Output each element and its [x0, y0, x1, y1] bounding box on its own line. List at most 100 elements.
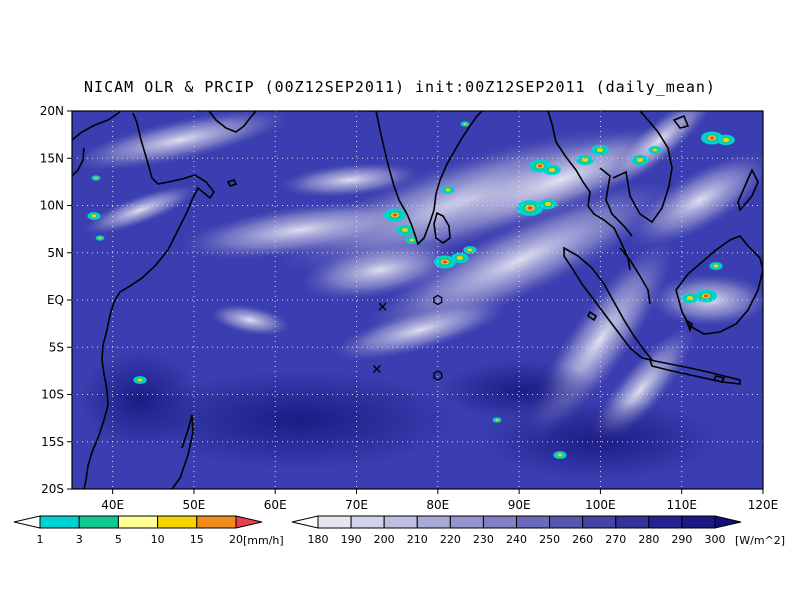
precip-colorbar-tick-label: 1	[37, 533, 44, 546]
cross-marker	[372, 365, 381, 373]
olr-colorbar-tick-label: 210	[407, 533, 428, 546]
precip-patch	[709, 136, 715, 140]
precip-colorbar-segment	[78, 515, 119, 529]
precip-colorbar-tick-label: 20	[229, 533, 243, 546]
precip-patch	[537, 164, 543, 168]
olr-colorbar-segment	[416, 515, 451, 529]
longitude-labels: 40E 50E 60E 70E 80E 90E 100E 110E 120E	[101, 498, 778, 512]
latitude-label: 20N	[40, 104, 64, 118]
precip-colorbar-segment	[39, 515, 80, 529]
longitude-label: 40E	[101, 498, 124, 512]
precip-colorbar-segment	[196, 515, 237, 529]
olr-colorbar-segment	[350, 515, 385, 529]
hexagon-marker	[433, 294, 443, 306]
java-coastline	[648, 358, 741, 385]
precip-colorbar-high-arrow	[235, 515, 263, 529]
cloud-patch	[605, 111, 715, 188]
olr-colorbar-segment	[482, 515, 517, 529]
precip-patch	[137, 378, 143, 382]
precip-patch	[713, 264, 719, 268]
precip-colorbar: 1 3 5 10 15 20	[13, 515, 263, 546]
cross-marker	[378, 302, 387, 311]
precip-patch	[445, 188, 451, 192]
precip-patch	[98, 237, 102, 239]
olr-colorbar: 180 190 200 210 220 230 240 250 260 270 280 290 300	[291, 515, 742, 546]
olr-colorbar-tick-label: 270	[605, 533, 626, 546]
precip-colorbar-tick-label: 10	[151, 533, 165, 546]
arabia-coastline	[208, 111, 257, 133]
latitude-label: 5N	[47, 246, 64, 260]
precip-patch	[409, 238, 415, 242]
longitude-label: 90E	[508, 498, 531, 512]
longitude-label: 120E	[748, 498, 779, 512]
olr-colorbar-segment	[516, 515, 551, 529]
olr-colorbar-segment	[317, 515, 352, 529]
thailand-gulf-coastline	[599, 167, 633, 237]
cloud-patch	[280, 162, 420, 198]
latitude-label: 10S	[41, 388, 64, 402]
precip-patch	[401, 228, 409, 232]
sumatra-coastline	[563, 246, 654, 362]
precip-patch	[94, 177, 98, 179]
plot-title: NICAM OLR & PRCIP (00Z12SEP2011) init:00…	[84, 78, 716, 96]
small-island	[586, 310, 598, 322]
longitude-label: 100E	[585, 498, 616, 512]
precip-colorbar-tick-label: 15	[190, 533, 204, 546]
olr-colorbar-segment	[582, 515, 617, 529]
india-coastline	[375, 111, 483, 246]
olr-unit-label: [W/m^2]	[735, 534, 785, 547]
philippines-coastline	[737, 168, 759, 212]
map-area	[72, 111, 763, 489]
olr-colorbar-tick-label: 300	[705, 533, 726, 546]
olr-colorbar-tick-label: 240	[506, 533, 527, 546]
latitude-label: 15N	[40, 151, 64, 165]
precip-colorbar-segment	[157, 515, 198, 529]
longitude-label: 110E	[666, 498, 697, 512]
latitude-label: EQ	[47, 293, 64, 307]
cloud-patch	[83, 185, 197, 235]
marker-layer	[372, 294, 443, 381]
precip-patch	[548, 168, 556, 172]
precip-patch	[722, 138, 730, 142]
longitude-label: 70E	[345, 498, 368, 512]
small-island	[684, 317, 693, 333]
cloud-patch	[210, 304, 290, 336]
precip-patch	[392, 213, 398, 217]
olr-colorbar-segment	[648, 515, 683, 529]
africa-arabia-coastline	[72, 111, 215, 489]
cloud-patch	[629, 153, 763, 247]
precip-patch	[686, 296, 694, 300]
olr-colorbar-tick-label: 220	[440, 533, 461, 546]
latitude-label: 10N	[40, 199, 64, 213]
latitude-label: 20S	[41, 482, 64, 496]
precip-patch	[463, 123, 467, 125]
precip-patch	[557, 453, 563, 457]
precip-patch	[581, 158, 589, 162]
precip-patch	[703, 294, 709, 298]
olr-cloud-field	[72, 111, 763, 480]
precip-patch	[91, 214, 97, 218]
precip-colorbar-tick-label: 5	[115, 533, 122, 546]
olr-colorbar-tick-label: 290	[671, 533, 692, 546]
cloud-patch	[301, 240, 459, 300]
precip-patch	[596, 148, 604, 152]
latitude-labels: 20N 15N 10N 5N EQ 5S 10S 15S 20S	[40, 104, 64, 496]
precip-patch	[495, 419, 499, 421]
small-island	[226, 179, 238, 187]
latitude-label: 15S	[41, 435, 64, 449]
olr-colorbar-tick-label: 190	[341, 533, 362, 546]
olr-colorbar-tick-label: 280	[638, 533, 659, 546]
olr-colorbar-segment	[549, 515, 584, 529]
clear-sky-patch	[80, 350, 200, 450]
olr-colorbar-segment	[383, 515, 418, 529]
precip-patch	[544, 202, 552, 206]
coastlines	[72, 111, 763, 489]
olr-colorbar-segment	[681, 515, 716, 529]
precip-patch	[527, 206, 533, 210]
precip-patch	[456, 256, 464, 260]
precip-patch	[636, 158, 644, 162]
small-island	[712, 375, 726, 383]
olr-colorbar-segment	[449, 515, 484, 529]
precip-patch	[652, 148, 658, 152]
